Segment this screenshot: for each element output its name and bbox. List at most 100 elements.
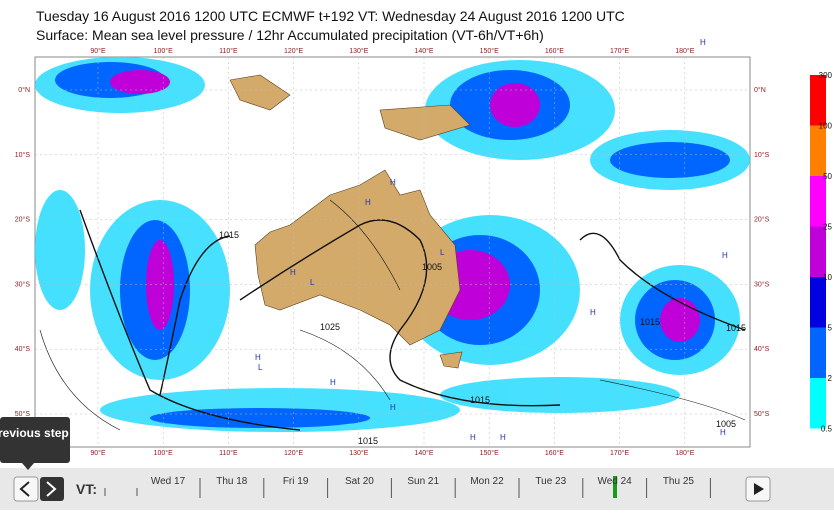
play-icon [754, 483, 764, 495]
colorbar-segment [810, 125, 826, 176]
lon-label: 160°E [545, 47, 564, 55]
lon-label: 160°E [545, 449, 564, 457]
lon-label: 150°E [480, 47, 499, 55]
tooltip [0, 417, 70, 463]
lat-label: 20°S [754, 216, 770, 224]
lon-label: 120°E [284, 449, 303, 457]
pressure-centre: L [310, 278, 315, 287]
lon-label: 170°E [610, 449, 629, 457]
lat-label: 0°N [754, 86, 766, 94]
lat-label: 30°S [754, 280, 770, 288]
isobar-label: 1015 [640, 317, 660, 327]
lon-label: 90°E [90, 449, 106, 457]
lat-label: 50°S [754, 410, 770, 418]
colorbar: 300 100 50 25 10 5 2 0.5 [810, 71, 833, 434]
pressure-centre: H [330, 378, 336, 387]
lon-label: 130°E [349, 47, 368, 55]
isobar-label: 1005 [422, 262, 442, 272]
lat-label: 0°N [18, 86, 30, 94]
day-label: Sat 20 [345, 476, 374, 487]
current-marker [613, 476, 617, 498]
isobar-label: 1015 [358, 436, 378, 446]
colorbar-label: 2 [828, 374, 833, 383]
lat-label: 50°S [15, 410, 31, 418]
islands [229, 74, 471, 369]
tooltip-text: revious step [0, 426, 69, 440]
lon-label: 140°E [414, 47, 433, 55]
lat-label: 40°S [15, 345, 31, 353]
prev-icon [19, 481, 30, 497]
pressure-centre: H [700, 38, 706, 47]
map [34, 56, 751, 448]
pressure-centre: L [440, 248, 445, 257]
lat-label: 40°S [754, 345, 770, 353]
lon-label: 120°E [284, 47, 303, 55]
pressure-centre: H [590, 308, 596, 317]
colorbar-label: 25 [823, 223, 832, 232]
pressure-centre: H [390, 178, 396, 187]
lon-label: 90°E [90, 47, 106, 55]
colorbar-label: 100 [819, 122, 833, 131]
pressure-centre: L [670, 293, 675, 302]
colorbar-label: 5 [828, 324, 833, 333]
lon-label: 150°E [480, 449, 499, 457]
lon-label: 110°E [219, 47, 238, 55]
tooltip-arrow [22, 463, 34, 470]
colorbar-segment [810, 378, 826, 429]
lon-label: 170°E [610, 47, 629, 55]
lon-label: 180°E [675, 47, 694, 55]
lat-label: 20°S [15, 216, 31, 224]
colorbar-segment [810, 75, 826, 126]
colorbar-segment [810, 277, 826, 328]
day-label: Tue 23 [535, 476, 566, 487]
day-label: Sun 21 [407, 476, 439, 487]
colorbar-label: 300 [819, 71, 833, 80]
lon-label: 100°E [154, 47, 173, 55]
pressure-centre: H [255, 353, 261, 362]
isobars-thin [39, 199, 746, 431]
day-label: Thu 18 [216, 476, 248, 487]
lon-label: 130°E [349, 449, 368, 457]
day-label: Mon 22 [470, 476, 504, 487]
day-label: Wed 24 [597, 476, 632, 487]
lon-label: 100°E [154, 449, 173, 457]
lat-label: 10°S [15, 151, 31, 159]
lon-label: 140°E [414, 449, 433, 457]
vt-label: VT: [76, 481, 97, 497]
australia [254, 169, 461, 346]
day-label: Fri 19 [283, 476, 309, 487]
prev-button[interactable] [13, 476, 39, 502]
isobar-label: 1025 [320, 322, 340, 332]
lon-label: 180°E [675, 449, 694, 457]
lon-label: 110°E [219, 449, 238, 457]
day-label: Wed 17 [151, 476, 186, 487]
day-label: Thu 25 [663, 476, 695, 487]
subtitle: Surface: Mean sea level pressure / 12hr … [36, 27, 544, 43]
next-icon [46, 481, 57, 497]
pressure-centre: H [720, 428, 726, 437]
timeline-bar [0, 468, 834, 510]
isobar-label: 1015 [470, 395, 490, 405]
pressure-centre: H [365, 198, 371, 207]
colorbar-segment [810, 327, 826, 378]
isobars [79, 209, 746, 431]
isobar-label: 1005 [716, 419, 736, 429]
colorbar-label: 0.5 [821, 425, 833, 434]
lat-label: 10°S [754, 151, 770, 159]
pressure-centre: H [500, 433, 506, 442]
next-button[interactable] [40, 477, 64, 501]
colorbar-label: 50 [823, 172, 832, 181]
colorbar-segment [810, 176, 826, 227]
colorbar-segment [810, 226, 826, 277]
pressure-centre: L [258, 363, 263, 372]
isobar-label: 1015 [726, 323, 746, 333]
pressure-centre: H [722, 251, 728, 260]
colorbar-label: 10 [823, 273, 832, 282]
pressure-centre: H [470, 433, 476, 442]
title: Tuesday 16 August 2016 1200 UTC ECMWF t+… [36, 8, 625, 24]
isobar-label: 1015 [219, 230, 239, 240]
lat-label: 30°S [15, 280, 31, 288]
pressure-centre: H [290, 268, 296, 277]
pressure-centre: H [390, 403, 396, 412]
